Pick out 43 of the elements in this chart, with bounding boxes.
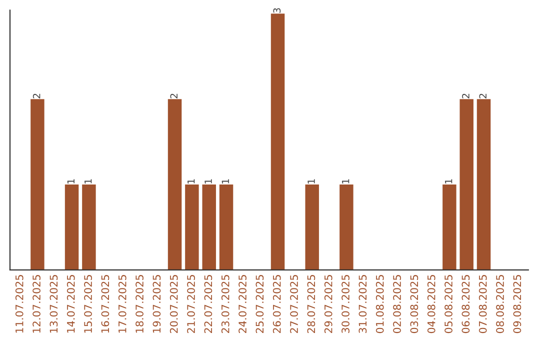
x-tick-label: 17.07.2025 [118, 275, 126, 333]
x-tick-label: 12.07.2025 [32, 275, 40, 333]
x-tick-label: 31.07.2025 [358, 275, 367, 333]
x-tick-label: 13.07.2025 [50, 275, 58, 333]
x-tick-label: 20.07.2025 [170, 275, 178, 334]
x-tick-label: 16.07.2025 [101, 275, 110, 333]
data-label: 1 [445, 179, 452, 184]
data-label: 1 [188, 179, 195, 184]
x-tick-label: 03.08.2025 [410, 275, 418, 334]
x-tick-label: 26.07.2025 [272, 275, 281, 334]
data-label: 3 [273, 8, 281, 13]
x-tick-label: 09.08.2025 [513, 275, 522, 334]
x-tick-label: 01.08.2025 [376, 275, 384, 334]
x-tick-label: 27.07.2025 [290, 275, 298, 334]
x-tick-label: 02.08.2025 [393, 275, 401, 334]
x-tick-label: 04.08.2025 [427, 275, 436, 334]
data-label: 1 [204, 179, 212, 184]
x-tick-label: 21.07.2025 [187, 275, 195, 334]
data-label: 1 [342, 179, 350, 184]
x-tick-label: 30.07.2025 [342, 275, 350, 333]
data-label: 2 [462, 94, 470, 98]
data-label: 1 [84, 179, 92, 184]
x-tick-label: 08.08.2025 [496, 275, 504, 334]
x-tick-label: 24.07.2025 [238, 275, 246, 334]
x-tick-label: 22.07.2025 [204, 275, 212, 334]
x-tick-label: 14.07.2025 [66, 275, 75, 333]
data-label: 2 [32, 94, 40, 98]
x-tick-label: 28.07.2025 [307, 275, 316, 334]
x-tick-label: 23.07.2025 [221, 275, 230, 334]
x-tick-label: 29.07.2025 [324, 275, 332, 334]
x-tick-label: 06.08.2025 [462, 275, 470, 334]
x-tick-label: 05.08.2025 [444, 275, 452, 334]
data-label: 2 [170, 94, 178, 98]
data-label: 1 [308, 179, 315, 184]
x-tick-label: 07.08.2025 [478, 275, 487, 334]
data-label: 1 [67, 179, 74, 184]
x-tick-label: 19.07.2025 [152, 275, 161, 333]
x-tick-label: 11.07.2025 [15, 275, 24, 333]
x-tick-label: 18.07.2025 [136, 275, 144, 333]
data-label: 1 [222, 179, 229, 184]
x-tick-label: 25.07.2025 [256, 275, 264, 334]
data-label: 2 [479, 94, 486, 98]
x-tick-label: 15.07.2025 [84, 275, 92, 333]
